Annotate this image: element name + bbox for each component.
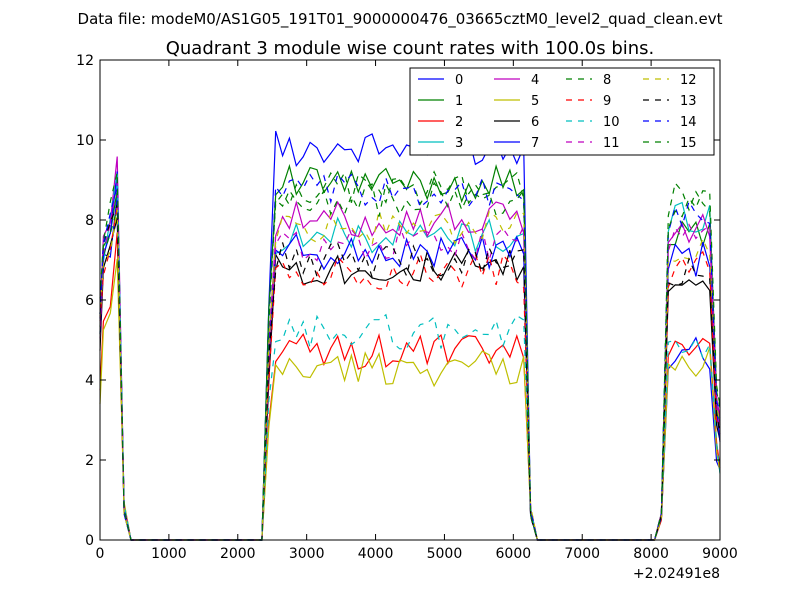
series-line-14 [99,173,721,541]
series-line-6 [99,218,721,541]
legend-label-12: 12 [680,73,697,88]
series-line-11 [99,181,721,541]
legend-label-4: 4 [531,73,539,88]
y-tick-label: 4 [85,373,94,389]
axis-ticks: 0 1000 2000 3000 4000 5000 6000 7000 8000 9000 0 2 4… [76,53,738,562]
data-file-caption: Data file: modeM0/AS1G05_191T01_90000004… [78,10,723,29]
y-tick-label: 10 [76,133,94,149]
series-line-7 [99,171,721,541]
x-tick-label: 2000 [220,546,256,562]
x-tick-label: 3000 [289,546,325,562]
legend-label-11: 11 [603,136,620,151]
series-line-15 [99,172,721,541]
legend-box [409,67,715,156]
series-line-12 [99,209,721,541]
series-line-10 [99,172,721,541]
series-line-1 [99,163,721,541]
legend-label-8: 8 [603,73,611,88]
x-tick-label: 5000 [427,546,463,562]
y-tick-label: 2 [85,453,94,469]
legend-label-14: 14 [680,115,697,130]
x-tick-label: 7000 [564,546,600,562]
x-tick-label: 8000 [633,546,669,562]
series-line-13 [99,204,721,541]
legend-label-3: 3 [455,136,463,151]
legend-label-6: 6 [531,115,539,130]
legend-label-15: 15 [680,136,697,151]
y-tick-label: 0 [85,533,94,549]
legend-label-2: 2 [455,115,463,130]
legend-label-7: 7 [531,136,539,151]
chart-title: Quadrant 3 module wise count rates with … [166,38,655,59]
legend-label-9: 9 [603,94,611,109]
legend-label-0: 0 [455,73,463,88]
legend-label-5: 5 [531,94,539,109]
x-tick-label: 0 [96,546,105,562]
y-tick-label: 6 [85,293,94,309]
y-tick-label: 12 [76,53,94,69]
series-line-5 [99,258,721,541]
series-line-0 [99,129,721,541]
x-offset-label: +2.02491e8 [633,566,720,582]
legend-label-1: 1 [455,94,463,109]
x-tick-label: 4000 [358,546,394,562]
x-tick-label: 6000 [496,546,532,562]
series-line-4 [99,156,721,541]
y-tick-label: 8 [85,213,94,229]
series-line-2 [99,232,721,541]
series-lines [99,129,721,541]
legend-label-10: 10 [603,115,620,130]
legend-label-13: 13 [680,94,697,109]
x-tick-label: 9000 [702,546,738,562]
x-tick-label: 1000 [151,546,187,562]
series-line-8 [99,170,721,541]
series-line-9 [99,206,721,541]
series-line-3 [99,182,721,541]
